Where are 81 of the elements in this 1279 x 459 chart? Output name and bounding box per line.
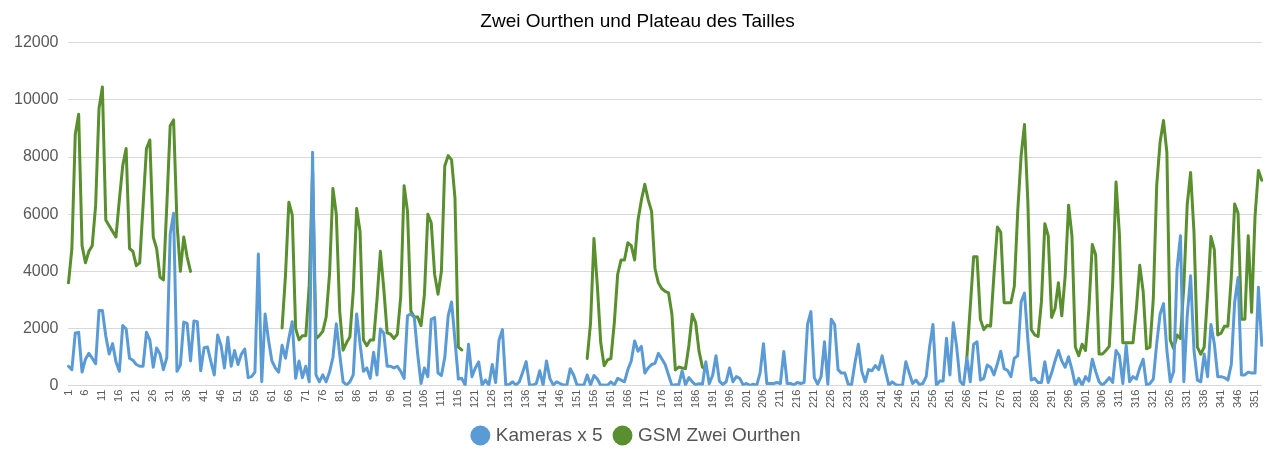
legend-label: GSM Zwei Ourthen [638, 423, 801, 445]
x-tick-label: 16 [112, 389, 125, 402]
x-tick-label: 246 [892, 389, 905, 409]
x-tick-label: 136 [519, 389, 532, 409]
x-tick-label: 171 [637, 389, 650, 409]
x-tick-label: 121 [468, 389, 481, 409]
x-tick-label: 191 [705, 389, 718, 409]
x-tick-label: 186 [688, 389, 701, 409]
x-tick-label: 86 [349, 389, 362, 402]
x-tick-label: 261 [942, 389, 955, 409]
x-tick-label: 56 [247, 389, 260, 402]
x-tick-label: 101 [400, 389, 413, 409]
x-tick-label: 111 [434, 389, 447, 407]
x-tick-label: 31 [163, 389, 176, 402]
x-tick-label: 256 [925, 389, 938, 409]
x-tick-label: 146 [553, 389, 566, 409]
x-tick-label: 211 [773, 389, 786, 408]
legend-label: Kameras x 5 [495, 423, 603, 445]
x-tick-label: 301 [1078, 389, 1091, 409]
y-tick-label: 8000 [22, 147, 59, 165]
x-tick-label: 206 [756, 389, 769, 409]
x-tick-label: 216 [790, 389, 803, 409]
x-tick-label: 221 [807, 389, 820, 409]
x-tick-label: 331 [1180, 389, 1193, 409]
x-tick-label: 316 [1129, 389, 1142, 409]
x-tick-label: 141 [536, 389, 549, 409]
x-tick-label: 1 [61, 389, 74, 396]
x-tick-label: 281 [1010, 389, 1023, 409]
y-tick-label: 12000 [13, 33, 59, 51]
x-tick-label: 116 [451, 389, 464, 408]
x-tick-label: 286 [1027, 389, 1040, 409]
x-tick-label: 231 [841, 389, 854, 409]
x-tick-label: 21 [129, 389, 142, 402]
x-tick-label: 26 [146, 389, 159, 402]
x-tick-label: 36 [180, 389, 193, 402]
x-tick-label: 46 [214, 389, 227, 402]
x-tick-label: 176 [654, 389, 667, 409]
x-tick-label: 276 [993, 389, 1006, 409]
y-tick-label: 6000 [22, 204, 59, 222]
x-tick-label: 76 [315, 389, 328, 402]
x-tick-label: 251 [909, 389, 922, 409]
x-tick-label: 271 [976, 389, 989, 409]
x-tick-label: 226 [824, 389, 837, 409]
x-tick-label: 106 [417, 389, 430, 409]
x-tick-label: 346 [1231, 389, 1244, 409]
x-tick-label: 326 [1163, 389, 1176, 409]
x-tick-label: 341 [1214, 389, 1227, 409]
x-tick-label: 336 [1197, 389, 1210, 409]
x-tick-label: 41 [197, 389, 210, 402]
x-tick-label: 91 [366, 389, 379, 402]
x-tick-label: 71 [298, 389, 311, 402]
x-tick-label: 196 [722, 389, 735, 409]
chart-title: Zwei Ourthen und Plateau des Tailles [480, 9, 795, 31]
y-tick-label: 10000 [13, 90, 59, 108]
x-tick-label: 166 [620, 389, 633, 409]
x-tick-label: 161 [603, 389, 616, 409]
x-tick-label: 61 [264, 389, 277, 402]
x-tick-label: 241 [875, 389, 888, 409]
x-tick-label: 321 [1146, 389, 1159, 409]
x-tick-label: 6 [78, 389, 91, 396]
x-tick-label: 181 [671, 389, 684, 409]
y-tick-label: 2000 [22, 318, 59, 336]
y-tick-label: 0 [49, 376, 59, 394]
x-tick-label: 96 [383, 389, 396, 402]
y-tick-label: 4000 [22, 261, 59, 279]
x-tick-label: 291 [1044, 389, 1057, 409]
x-tick-label: 11 [95, 389, 108, 402]
x-tick-label: 311 [1112, 389, 1125, 408]
x-tick-label: 201 [739, 389, 752, 409]
x-tick-label: 156 [586, 389, 599, 409]
x-tick-label: 66 [281, 389, 294, 402]
x-tick-label: 236 [858, 389, 871, 409]
x-tick-label: 51 [231, 389, 244, 402]
x-tick-label: 306 [1095, 389, 1108, 409]
x-tick-label: 351 [1248, 389, 1261, 409]
x-tick-label: 81 [332, 389, 345, 402]
x-tick-label: 296 [1061, 389, 1074, 409]
x-tick-label: 131 [502, 389, 515, 409]
x-tick-label: 126 [485, 389, 498, 409]
x-tick-label: 266 [959, 389, 972, 409]
x-tick-label: 151 [570, 389, 583, 409]
